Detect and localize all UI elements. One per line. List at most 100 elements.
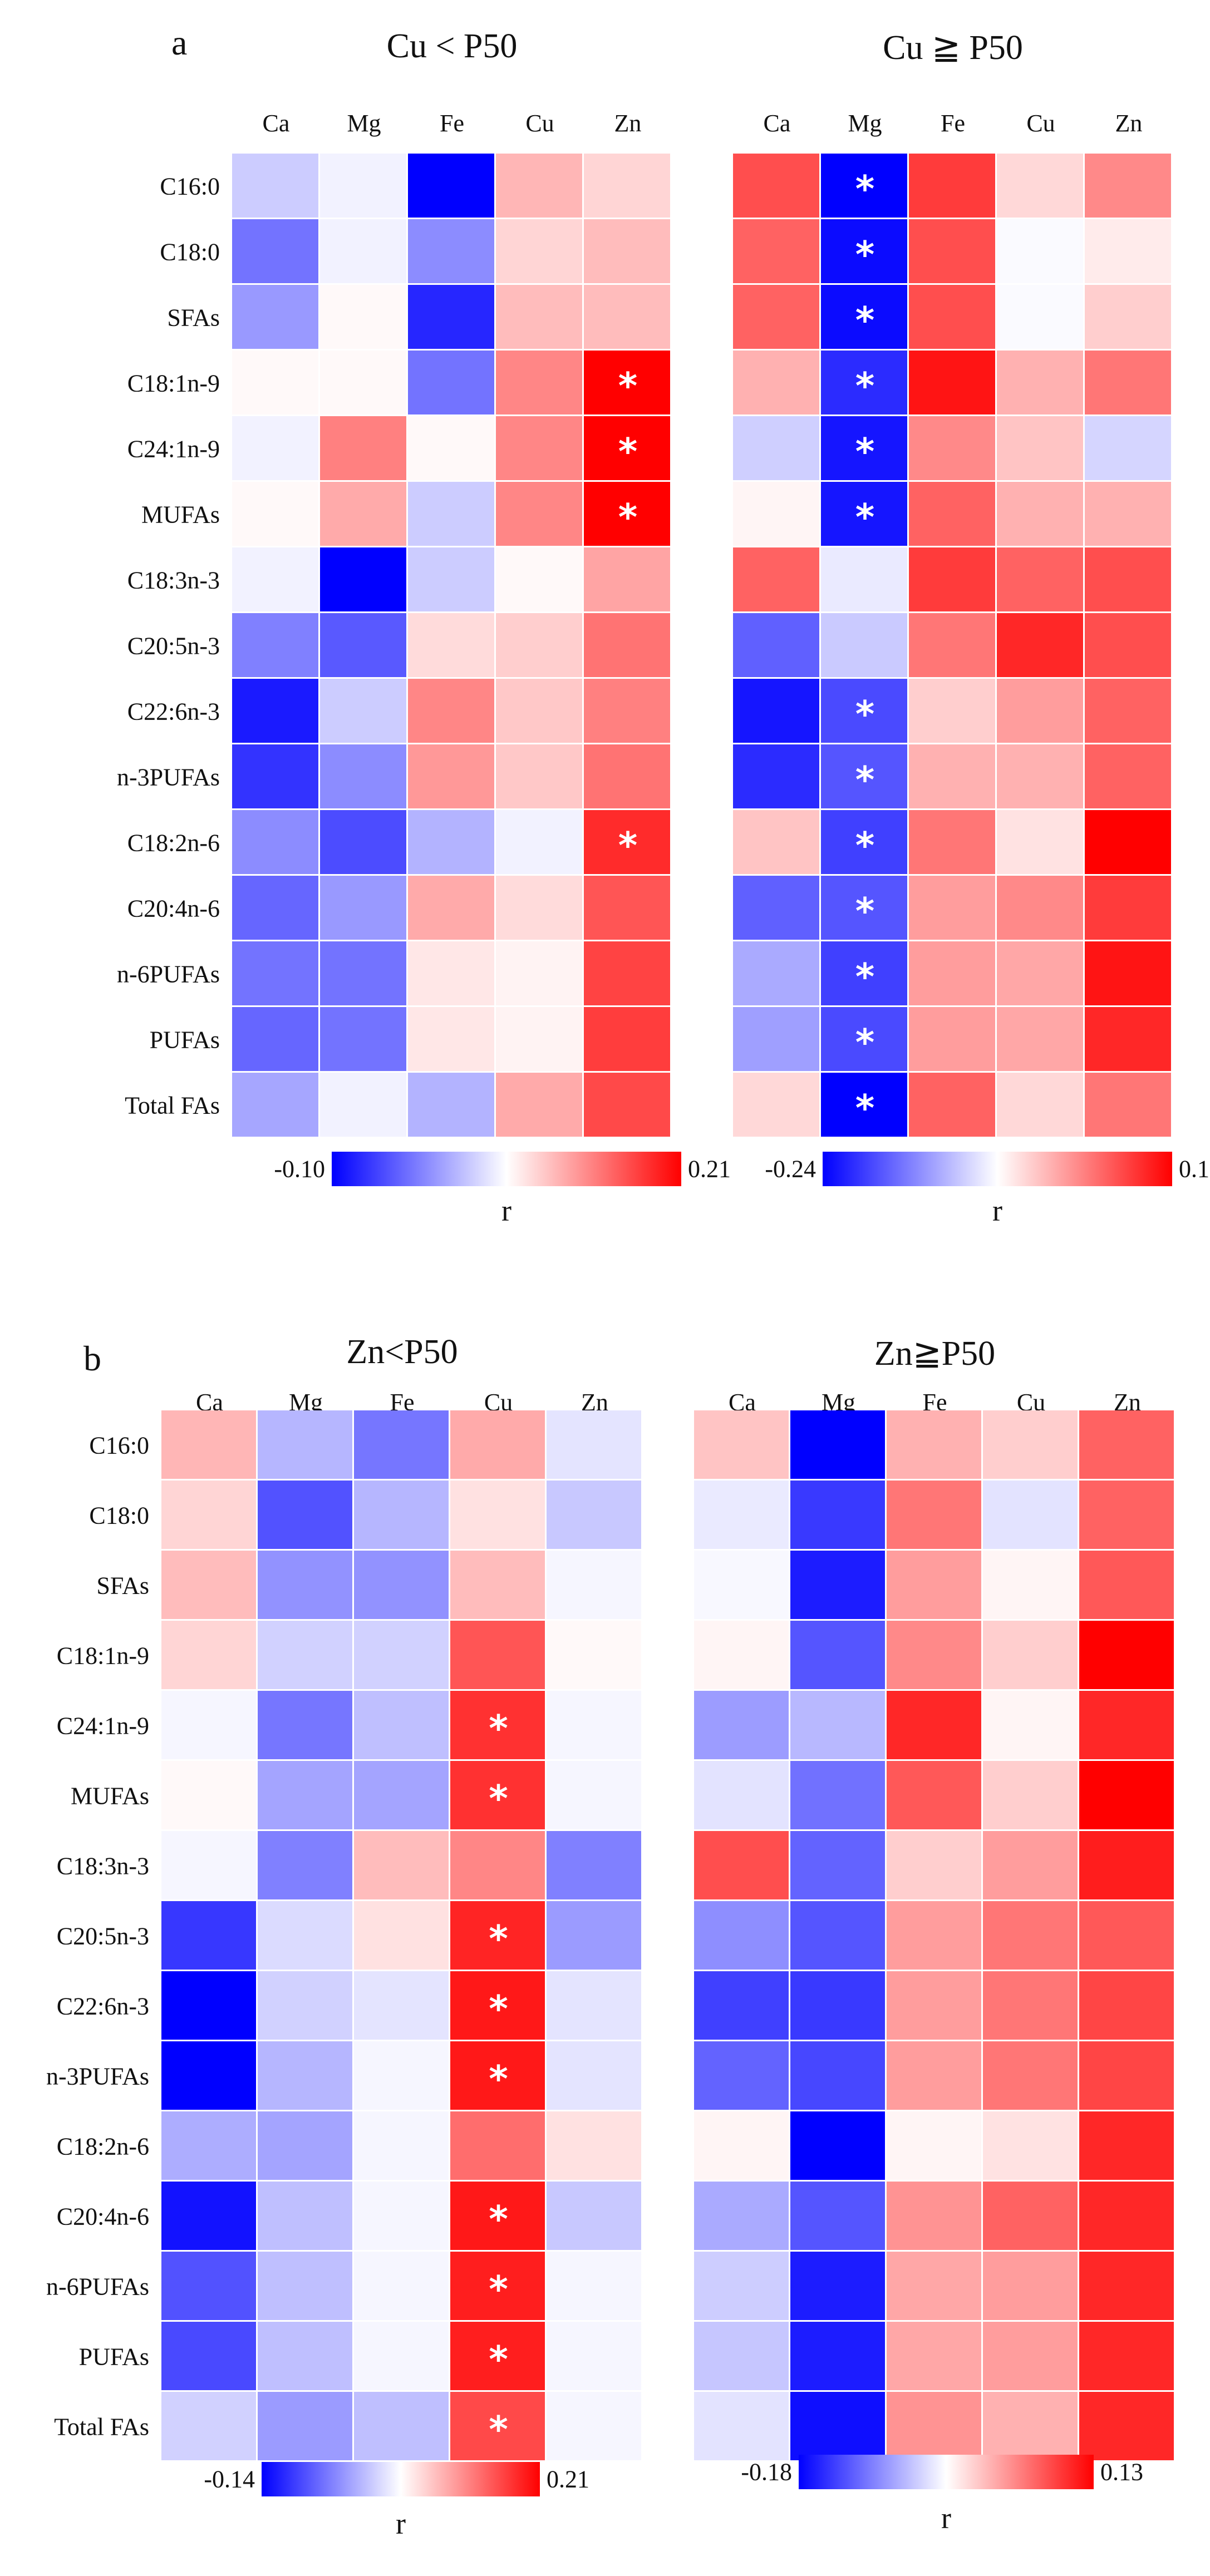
heatmap-cell (1079, 1481, 1175, 1551)
heatmap-cell (887, 2111, 983, 2182)
heatmap-cell (694, 1761, 790, 1831)
heatmap-cell (1085, 416, 1173, 482)
heatmap-cell (161, 1971, 258, 2041)
heatmap-cell (1079, 2322, 1175, 2392)
heatmap-cell (232, 1073, 320, 1138)
heatmap-cell (790, 2322, 887, 2392)
heatmap-cell (408, 810, 496, 876)
heatmap-cell (496, 810, 584, 876)
heatmap-cell (887, 1410, 983, 1481)
heatmap-cell (547, 1691, 643, 1761)
heatmap-cell (790, 1551, 887, 1621)
colorbar-max-label: 0.13 (1179, 1155, 1210, 1183)
heatmap-cell (584, 613, 672, 679)
heatmap-cell (1079, 1410, 1175, 1481)
heatmap-cell (496, 351, 584, 416)
row-label: C18:0 (89, 1502, 149, 1529)
heatmap-cell (909, 416, 997, 482)
heatmap-cell (909, 1073, 997, 1138)
heatmap-cell (997, 219, 1085, 285)
heatmap-cell (547, 2252, 643, 2322)
row-label: C20:5n-3 (56, 1922, 149, 1950)
row-label: C18:0 (160, 238, 220, 266)
row-label: C24:1n-9 (127, 435, 220, 463)
heatmap-cell (821, 416, 909, 482)
colorbar-axis-label: r (992, 1194, 1002, 1227)
heatmap-cell (232, 876, 320, 941)
heatmap-cell (320, 416, 408, 482)
heatmap-cell (997, 1073, 1085, 1138)
heatmap-cell (821, 744, 909, 810)
heatmap-title: Zn≧P50 (874, 1335, 996, 1373)
heatmap-cell (584, 941, 672, 1007)
heatmap-cell (547, 1621, 643, 1691)
column-label-zn: Zn (1115, 110, 1143, 137)
colorbar-axis-label: r (501, 1194, 511, 1227)
heatmap-cell (983, 1551, 1079, 1621)
column-label-ca: Ca (262, 110, 290, 137)
heatmap-cell (887, 1761, 983, 1831)
significance-star-icon: * (855, 890, 875, 933)
heatmap-cell (733, 416, 821, 482)
heatmap-title: Cu ≧ P50 (883, 29, 1023, 67)
heatmap-cell (232, 810, 320, 876)
heatmap-cell (161, 1761, 258, 1831)
heatmap-cell (258, 1410, 354, 1481)
significance-star-icon: * (855, 758, 875, 802)
heatmap-cell (450, 2322, 547, 2392)
heatmap-cell (258, 1551, 354, 1621)
row-label: C20:5n-3 (127, 632, 220, 660)
heatmap-cell (983, 2041, 1079, 2111)
heatmap-cell (450, 2041, 547, 2111)
heatmap-cell (450, 1971, 547, 2041)
row-label: C18:2n-6 (127, 829, 220, 857)
heatmap-title: Zn<P50 (346, 1333, 458, 1371)
heatmap-cell (1079, 1621, 1175, 1691)
heatmap-cell (354, 1901, 450, 1971)
heatmap-cell (821, 1007, 909, 1073)
heatmap-cell (983, 1410, 1079, 1481)
heatmap-cell (496, 219, 584, 285)
heatmap-cell (232, 1007, 320, 1073)
heatmap-cell (1085, 1073, 1173, 1138)
heatmap-cell (1079, 2392, 1175, 2462)
significance-star-icon: * (489, 2268, 508, 2311)
significance-star-icon: * (855, 1021, 875, 1064)
heatmap-cell (821, 941, 909, 1007)
colorbar (799, 2455, 1094, 2489)
heatmap-cell (887, 1971, 983, 2041)
heatmap-cell (161, 2111, 258, 2182)
heatmap-cell (997, 810, 1085, 876)
heatmap-cell (258, 1901, 354, 1971)
row-label: PUFAs (149, 1026, 220, 1054)
heatmap-cell (320, 941, 408, 1007)
heatmap-cell (547, 1410, 643, 1481)
significance-star-icon: * (855, 233, 875, 277)
row-label: C22:6n-3 (127, 698, 220, 726)
heatmap-cell (320, 679, 408, 744)
heatmap-cell (354, 2182, 450, 2252)
heatmap-cell (694, 1621, 790, 1691)
heatmap-cell (258, 2111, 354, 2182)
heatmap-cell (408, 613, 496, 679)
heatmap-cell (408, 154, 496, 219)
heatmap-cell (354, 1831, 450, 1901)
heatmap-cell (161, 1901, 258, 1971)
colorbar-max-label: 0.21 (688, 1155, 731, 1183)
heatmap-cell (887, 1481, 983, 1551)
heatmap-cell (733, 154, 821, 219)
significance-star-icon: * (855, 824, 875, 867)
heatmap-cell (320, 810, 408, 876)
heatmap-cell (320, 1073, 408, 1138)
significance-star-icon: * (618, 430, 638, 473)
heatmap-cell (320, 876, 408, 941)
significance-star-icon: * (618, 496, 638, 539)
heatmap-cell (733, 351, 821, 416)
heatmap-cell (694, 1481, 790, 1551)
colorbar-max-label: 0.13 (1100, 2458, 1143, 2486)
heatmap-cell (909, 351, 997, 416)
heatmap-cell (887, 2041, 983, 2111)
heatmap-cell (354, 1481, 450, 1551)
row-label: C16:0 (160, 172, 220, 200)
heatmap-cell (983, 1761, 1079, 1831)
